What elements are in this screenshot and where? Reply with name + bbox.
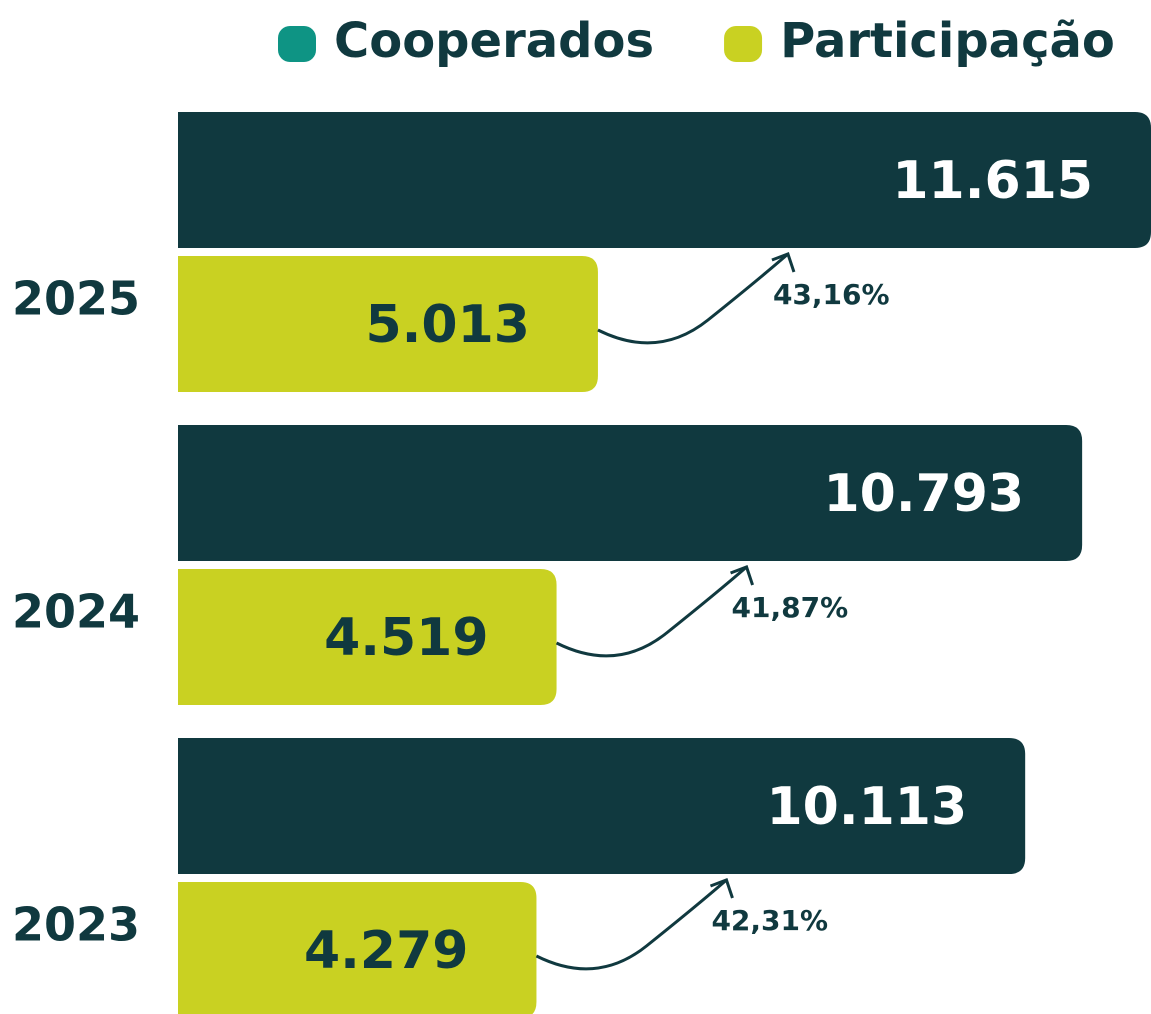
bar [178, 569, 557, 705]
bar [178, 256, 598, 392]
legend-label: Cooperados [334, 13, 654, 69]
bar [178, 112, 1151, 248]
category-label: 2023 [12, 898, 140, 952]
bar [178, 738, 1026, 874]
annotation-arrow [535, 878, 728, 971]
value-label: 10.113 [767, 777, 968, 837]
annotation-arrowhead [730, 565, 754, 586]
annotation-arrow [597, 252, 789, 345]
value-label: 11.615 [892, 151, 1093, 211]
bar [178, 425, 1083, 561]
legend-label: Participação [780, 13, 1115, 69]
annotation: 43,16% [773, 278, 890, 311]
bar [178, 882, 537, 1014]
annotation: 41,87% [732, 591, 849, 624]
value-label: 4.279 [304, 921, 468, 981]
category-label: 2024 [12, 585, 140, 639]
value-label: 4.519 [324, 608, 488, 668]
value-label: 5.013 [365, 295, 529, 355]
value-label: 10.793 [823, 464, 1024, 524]
annotation-arrowhead [709, 878, 734, 899]
annotation-arrowhead [771, 252, 796, 273]
legend-marker [724, 26, 763, 62]
category-label: 2025 [12, 272, 140, 326]
annotation-arrow [555, 565, 748, 658]
annotation: 42,31% [711, 904, 828, 937]
legend-marker [278, 26, 316, 62]
